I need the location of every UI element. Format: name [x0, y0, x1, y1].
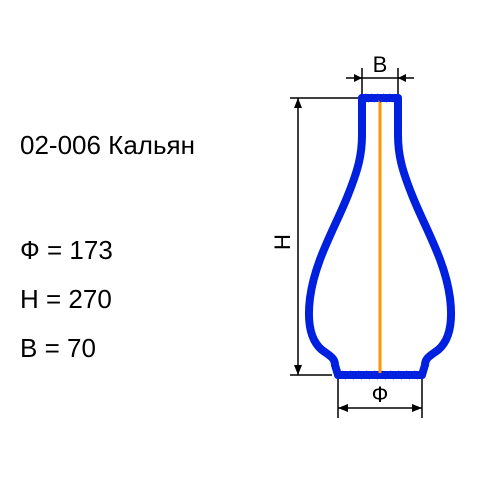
param-phi: Ф = 173: [20, 235, 113, 266]
param-b: B = 70: [20, 333, 113, 364]
product-title: 02-006 Кальян: [20, 130, 195, 161]
param-phi-label: Ф: [20, 235, 40, 265]
dim-h-label: H: [270, 234, 295, 250]
dim-phi: Ф: [338, 379, 422, 418]
param-h-label: H: [20, 284, 39, 314]
dim-phi-label: Ф: [372, 382, 389, 407]
technical-diagram: B H Ф: [260, 50, 480, 430]
param-phi-value: 173: [69, 235, 112, 265]
parameters-block: Ф = 173 H = 270 B = 70: [20, 235, 113, 382]
param-b-label: B: [20, 333, 37, 363]
param-b-value: 70: [67, 333, 96, 363]
param-h-value: 270: [68, 284, 111, 314]
param-h: H = 270: [20, 284, 113, 315]
dim-b-label: B: [373, 52, 388, 77]
dim-b: B: [346, 52, 414, 94]
